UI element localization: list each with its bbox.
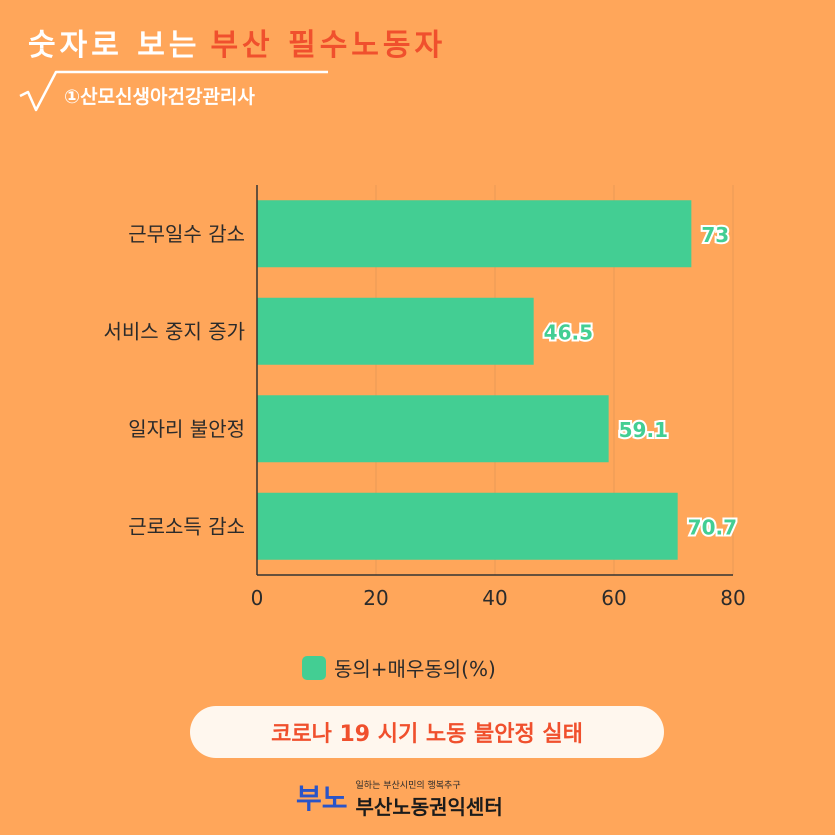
logo-text-block: 일하는 부산시민의 행복추구 부산노동권익센터 xyxy=(356,778,503,820)
title-highlight-part: 부산 필수노동자 xyxy=(210,28,447,63)
footer-logo: 부노 일하는 부산시민의 행복추구 부산노동권익센터 xyxy=(296,778,503,820)
bar xyxy=(257,492,678,560)
page-title: 숫자로 보는 부산 필수노동자 xyxy=(28,20,446,64)
bar xyxy=(257,395,609,463)
bar-chart: 0 20 40 60 80 근무일수 감소 73 서비스 중지 증가 46.5 일자리 불안정 59… xyxy=(103,185,746,610)
page-subtitle: ①산모신생아건강관리사 xyxy=(64,86,255,108)
data-label: 46.5 xyxy=(544,320,593,344)
category-label: 근무일수 감소 xyxy=(128,222,245,246)
legend-swatch xyxy=(302,655,326,680)
subtitle-block: ①산모신생아건강관리사 xyxy=(18,70,328,116)
logo-mark: 부노 xyxy=(296,782,348,815)
caption-text: 코로나 19 시기 노동 불안정 실태 xyxy=(271,722,583,747)
title-white-part: 숫자로 보는 xyxy=(28,28,201,63)
logo-org-name: 부산노동권익센터 xyxy=(355,795,503,819)
header: 숫자로 보는 부산 필수노동자 xyxy=(28,20,446,64)
bar xyxy=(257,200,692,268)
bar xyxy=(257,297,534,365)
data-label: 73 xyxy=(701,223,729,247)
data-label: 70.7 xyxy=(688,515,737,539)
chart-legend: 동의+매우동의(%) xyxy=(302,653,496,682)
logo-tagline: 일하는 부산시민의 행복추구 xyxy=(355,781,461,791)
caption-pill: 코로나 19 시기 노동 불안정 실태 xyxy=(190,706,664,758)
x-tick-label: 0 xyxy=(251,586,264,610)
x-tick-label: 20 xyxy=(363,586,388,610)
category-label: 서비스 중지 증가 xyxy=(103,319,245,343)
x-tick-label: 40 xyxy=(482,586,507,610)
x-tick-label: 60 xyxy=(601,586,626,610)
data-label: 59.1 xyxy=(619,418,668,442)
checkmark-icon xyxy=(19,70,328,112)
category-label: 일자리 불안정 xyxy=(128,417,245,441)
category-label: 근로소득 감소 xyxy=(128,514,245,538)
legend-label: 동의+매우동의(%) xyxy=(334,657,496,681)
x-tick-label: 80 xyxy=(720,586,745,610)
